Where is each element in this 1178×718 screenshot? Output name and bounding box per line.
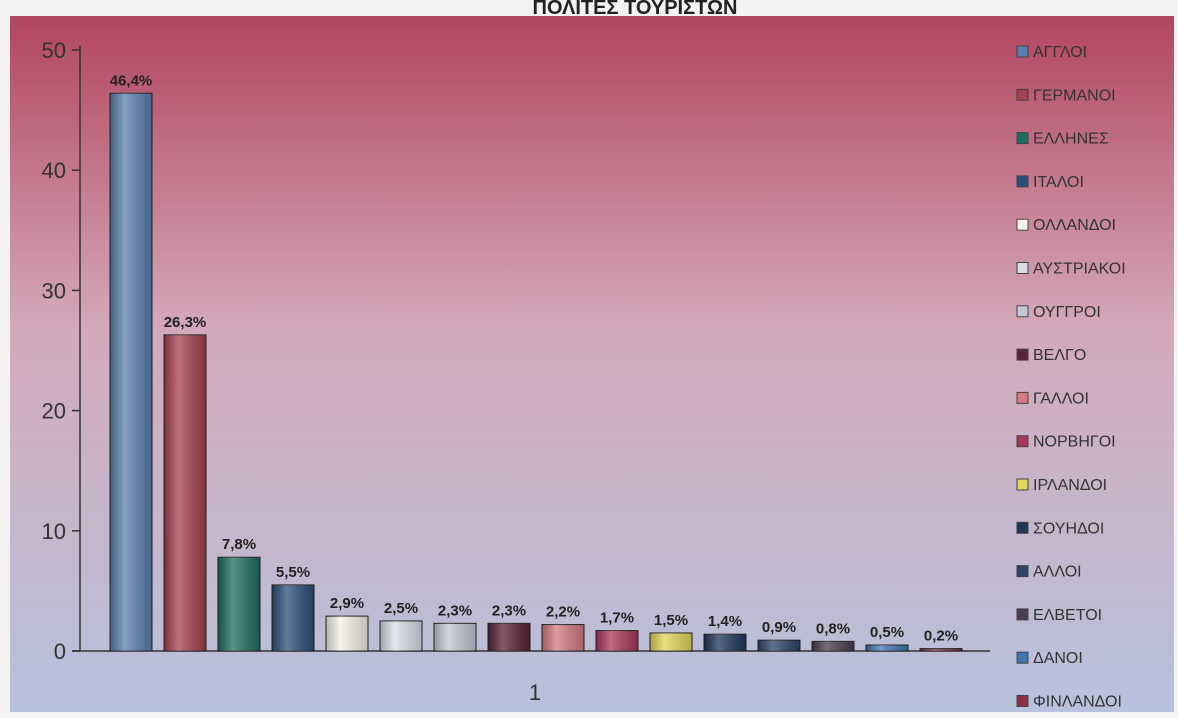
bar-shading xyxy=(434,623,476,651)
bar-shading xyxy=(650,632,692,651)
y-tick-label: 10 xyxy=(42,519,66,544)
bar-shading xyxy=(110,93,152,652)
legend-label: ΟΥΓΓΡΟΙ xyxy=(1033,304,1101,321)
data-label: 2,5% xyxy=(384,600,418,617)
bar-shading xyxy=(164,334,206,651)
data-label: 1,5% xyxy=(654,612,688,629)
y-tick-label: 20 xyxy=(42,399,66,424)
legend-label: ΒΕΛΓΟ xyxy=(1033,347,1086,364)
y-tick-label: 50 xyxy=(42,38,66,63)
legend-label: ΕΛΛΗΝΕΣ xyxy=(1033,131,1109,148)
legend-label: ΕΛΒΕΤΟΙ xyxy=(1033,607,1102,624)
legend-swatch xyxy=(1016,262,1029,274)
data-labels: 46,4% 26,3% 7,8% 5,5% 2,9% 2,5% 2,3% 2,3% 2,2% 1,… xyxy=(110,72,958,644)
data-label: 2,2% xyxy=(546,604,580,621)
legend-swatch xyxy=(1016,391,1029,404)
data-label: 26,3% xyxy=(164,314,207,331)
bar-shading xyxy=(596,630,638,651)
data-label: 0,9% xyxy=(762,619,796,636)
legend-swatch xyxy=(1016,565,1029,578)
data-label: 1,4% xyxy=(708,613,742,630)
legend-swatch xyxy=(1016,651,1029,664)
legend-swatch xyxy=(1016,132,1029,145)
legend-label: ΙΤΑΛΟΙ xyxy=(1033,174,1084,191)
data-label: 46,4% xyxy=(110,72,153,89)
legend-swatch xyxy=(1016,695,1029,707)
data-label: 0,8% xyxy=(816,620,850,637)
bars xyxy=(109,92,963,652)
legend-label: ΓΕΡΜΑΝΟΙ xyxy=(1033,87,1116,104)
bar-shading xyxy=(488,623,530,651)
y-tick-label: 30 xyxy=(42,278,66,303)
bar-shading xyxy=(272,584,314,651)
legend-swatch xyxy=(1016,478,1029,491)
legend-label: ΦΙΝΛΑΝΔΟΙ xyxy=(1033,694,1122,711)
bar-shading xyxy=(218,557,260,651)
bar-shading xyxy=(542,624,584,651)
bar-shading xyxy=(758,640,800,651)
legend-label: ΟΛΛΑΝΔΟΙ xyxy=(1033,217,1116,234)
data-label: 0,2% xyxy=(924,628,958,645)
x-tick-label: 1 xyxy=(529,680,541,705)
legend-swatch xyxy=(1016,305,1029,318)
bar-shading xyxy=(812,641,854,651)
legend-swatch xyxy=(1016,521,1029,534)
data-label: 1,7% xyxy=(600,610,634,627)
legend-swatch xyxy=(1016,45,1029,58)
y-tick-label: 0 xyxy=(54,639,66,664)
y-tick-label: 40 xyxy=(42,158,66,183)
bar-shading xyxy=(866,644,908,651)
legend: ΑΓΓΛΟΙ ΓΕΡΜΑΝΟΙ ΕΛΛΗΝΕΣ ΙΤΑΛΟΙ ΟΛΛΑΝΔΟΙ ΑΥΣΤΡ… xyxy=(1016,44,1126,711)
legend-swatch xyxy=(1016,348,1029,361)
bar-shading xyxy=(704,634,746,651)
data-label: 2,3% xyxy=(438,602,472,619)
data-label: 2,3% xyxy=(492,602,526,619)
bar-shading xyxy=(920,648,962,651)
legend-label: ΔΑΝΟΙ xyxy=(1033,650,1083,667)
legend-label: ΑΥΣΤΡΙΑΚΟΙ xyxy=(1033,261,1126,278)
legend-swatch xyxy=(1016,435,1029,448)
data-label: 5,5% xyxy=(276,564,310,581)
legend-swatch xyxy=(1016,218,1029,231)
axes: 0 10 20 30 40 50 1 xyxy=(42,38,990,705)
legend-label: ΑΛΛΟΙ xyxy=(1033,564,1082,581)
legend-label: ΣΟΥΗΔΟΙ xyxy=(1033,520,1104,537)
data-label: 0,5% xyxy=(870,624,904,641)
legend-swatch xyxy=(1016,608,1029,621)
legend-label: ΓΑΛΛΟΙ xyxy=(1033,390,1089,407)
legend-label: ΙΡΛΑΝΔΟΙ xyxy=(1033,477,1107,494)
legend-label: ΑΓΓΛΟΙ xyxy=(1033,44,1087,61)
bar-shading xyxy=(326,616,368,651)
legend-swatch xyxy=(1016,175,1029,188)
chart-title: ΠΟΛΙΤΕΣ ΤΟΥΡΙΣΤΩΝ xyxy=(533,0,738,19)
data-label: 2,9% xyxy=(330,595,364,612)
bar-shading xyxy=(380,620,422,651)
legend-label: ΝΟΡΒΗΓΟΙ xyxy=(1033,434,1116,451)
data-label: 7,8% xyxy=(222,536,256,553)
legend-swatch xyxy=(1016,88,1029,101)
